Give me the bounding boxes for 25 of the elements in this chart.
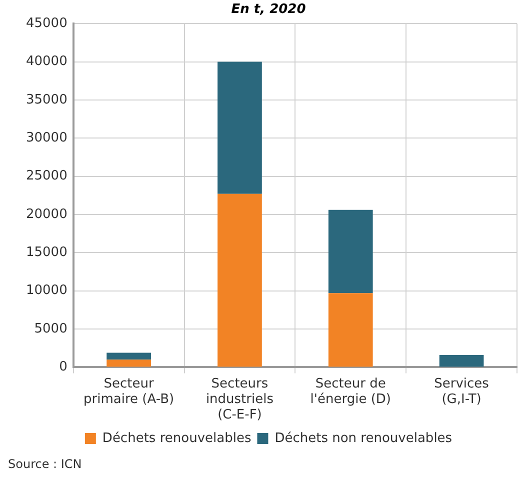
x-tick-label: Secteur primaire (A-B) — [84, 376, 174, 407]
bar — [218, 194, 262, 367]
bar — [106, 360, 151, 367]
y-tick-label: 20000 — [26, 206, 68, 222]
y-tick-label: 5000 — [34, 321, 68, 336]
y-tick-label: 45000 — [26, 16, 68, 31]
chart-title: En t, 2020 — [231, 2, 306, 18]
y-tick-label: 25000 — [26, 168, 68, 184]
y-tick-label: 40000 — [26, 54, 68, 70]
source-note: Source : ICN — [8, 457, 83, 471]
bar — [328, 293, 373, 367]
y-tick-label: 35000 — [26, 92, 68, 108]
y-tick-label: 15000 — [26, 245, 68, 260]
legend-label: Déchets renouvelables — [102, 430, 252, 446]
bar — [328, 210, 373, 294]
bar — [218, 62, 262, 194]
legend-label: Déchets non renouvelables — [274, 430, 452, 446]
y-tick-label: 30000 — [26, 130, 68, 146]
x-tick-label: Secteurs industriels (C-E-F) — [206, 376, 274, 423]
x-tick-label: Secteur de l'énergie (D) — [310, 376, 391, 407]
bar — [439, 354, 484, 367]
y-tick-label: 0 — [59, 360, 68, 375]
bar — [106, 352, 151, 360]
x-tick-label: Services (G,I-T) — [434, 376, 490, 407]
y-tick-label: 10000 — [26, 283, 68, 298]
